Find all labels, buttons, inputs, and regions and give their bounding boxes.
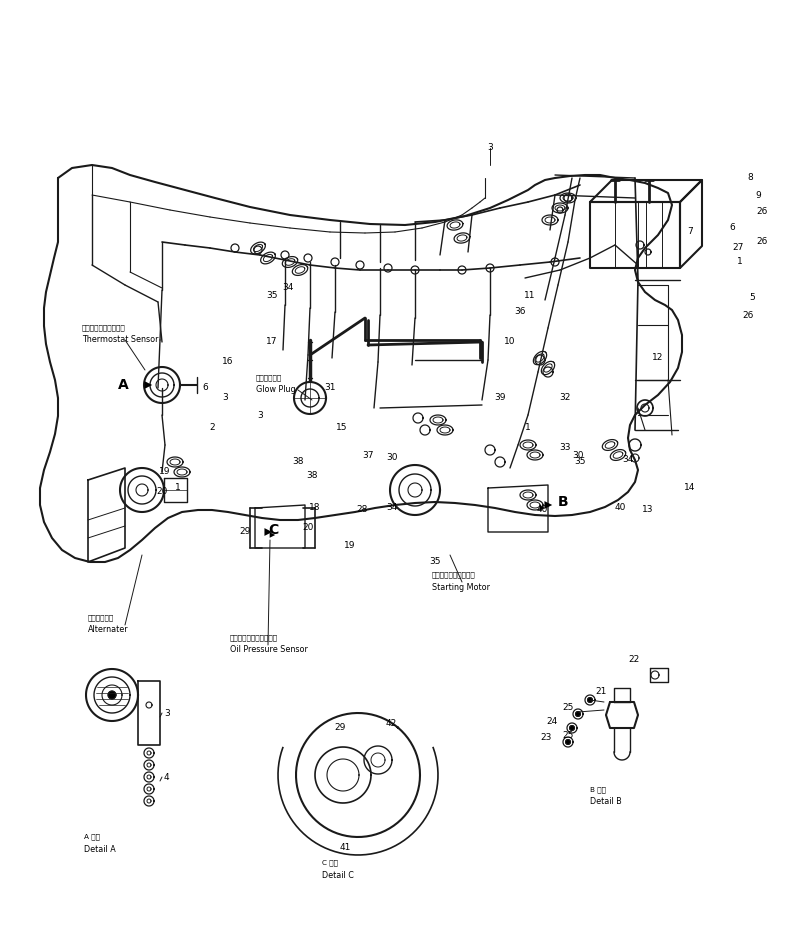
- Text: 29: 29: [334, 722, 345, 732]
- Text: 4: 4: [164, 772, 169, 782]
- Text: 5: 5: [749, 294, 755, 303]
- Text: 35: 35: [266, 291, 277, 299]
- Text: A: A: [118, 378, 129, 392]
- Text: 9: 9: [755, 191, 761, 199]
- Text: 32: 32: [560, 394, 571, 403]
- Polygon shape: [588, 697, 592, 703]
- Text: C 詳細: C 詳細: [322, 859, 338, 867]
- Text: 31: 31: [324, 383, 335, 393]
- Text: 42: 42: [386, 719, 398, 728]
- Text: 35: 35: [574, 457, 586, 467]
- Text: 14: 14: [684, 483, 696, 493]
- Text: A 詳細: A 詳細: [84, 833, 100, 840]
- Text: 3: 3: [487, 144, 493, 153]
- Polygon shape: [565, 740, 571, 745]
- Text: 30: 30: [386, 454, 398, 462]
- Text: 28: 28: [356, 506, 367, 515]
- Text: 27: 27: [732, 244, 743, 253]
- Text: 3: 3: [164, 708, 170, 718]
- Text: 13: 13: [642, 506, 653, 515]
- Text: 30: 30: [572, 451, 584, 459]
- Text: 17: 17: [266, 337, 277, 346]
- Text: 2: 2: [209, 423, 215, 432]
- Text: 3: 3: [222, 394, 228, 403]
- Text: 38: 38: [293, 457, 304, 467]
- Text: 3: 3: [257, 410, 263, 419]
- Text: 16: 16: [223, 357, 234, 367]
- Text: 25: 25: [562, 704, 573, 712]
- Text: 24: 24: [546, 718, 557, 727]
- Polygon shape: [569, 725, 575, 731]
- Text: 11: 11: [524, 291, 536, 299]
- Text: Alternater: Alternater: [88, 625, 129, 634]
- Text: 20: 20: [302, 523, 314, 532]
- Text: Starting Motor: Starting Motor: [432, 582, 490, 592]
- Text: 19: 19: [344, 541, 355, 549]
- Text: Detail B: Detail B: [590, 797, 622, 807]
- Text: Glow Plug: Glow Plug: [256, 384, 296, 394]
- Text: 1: 1: [525, 423, 531, 432]
- Text: スターティングモータ: スターティングモータ: [432, 571, 475, 579]
- Polygon shape: [576, 711, 580, 717]
- Text: 39: 39: [494, 394, 506, 403]
- Text: C: C: [268, 523, 278, 537]
- Text: 25: 25: [562, 732, 573, 741]
- Text: 18: 18: [309, 504, 320, 512]
- Text: 1: 1: [175, 483, 181, 493]
- Text: 22: 22: [628, 656, 639, 665]
- Text: 35: 35: [429, 557, 440, 567]
- Text: B 詳細: B 詳細: [590, 787, 606, 794]
- Text: 34: 34: [622, 456, 634, 465]
- Text: オルタネータ: オルタネータ: [88, 615, 114, 621]
- Text: 20: 20: [157, 487, 168, 496]
- Text: サーモスタットセンサ: サーモスタットセンサ: [82, 325, 126, 332]
- Text: 6: 6: [729, 223, 735, 232]
- Text: 40: 40: [615, 504, 626, 512]
- Text: 26: 26: [756, 237, 768, 246]
- Text: 37: 37: [363, 451, 374, 459]
- Text: 40: 40: [537, 506, 548, 515]
- Text: 15: 15: [336, 423, 347, 432]
- Text: グロープラグ: グロープラグ: [256, 375, 282, 382]
- Text: 34: 34: [282, 283, 293, 293]
- Text: 1: 1: [737, 257, 743, 267]
- Text: Detail A: Detail A: [84, 845, 116, 854]
- Text: 36: 36: [514, 307, 525, 317]
- Text: 41: 41: [340, 843, 351, 852]
- Text: 19: 19: [159, 468, 171, 477]
- Text: 34: 34: [386, 504, 398, 512]
- Text: Oil Pressure Sensor: Oil Pressure Sensor: [230, 645, 308, 655]
- Text: 26: 26: [743, 310, 754, 319]
- Text: Thermostat Sensor: Thermostat Sensor: [82, 335, 158, 344]
- Text: 23: 23: [540, 733, 552, 743]
- Polygon shape: [108, 691, 116, 699]
- Text: Detail C: Detail C: [322, 870, 354, 880]
- Text: 12: 12: [653, 354, 664, 362]
- Text: 8: 8: [747, 173, 753, 182]
- Text: 26: 26: [756, 207, 768, 217]
- Text: 7: 7: [687, 228, 693, 236]
- Text: B: B: [558, 495, 568, 509]
- Text: 6: 6: [202, 383, 207, 393]
- Text: 21: 21: [595, 687, 607, 696]
- Text: 38: 38: [306, 470, 318, 480]
- Text: 29: 29: [239, 528, 250, 536]
- Text: 10: 10: [504, 337, 516, 346]
- Text: 33: 33: [559, 444, 571, 453]
- Text: オイルプレッシャセンサ: オイルプレッシャセンサ: [230, 634, 278, 642]
